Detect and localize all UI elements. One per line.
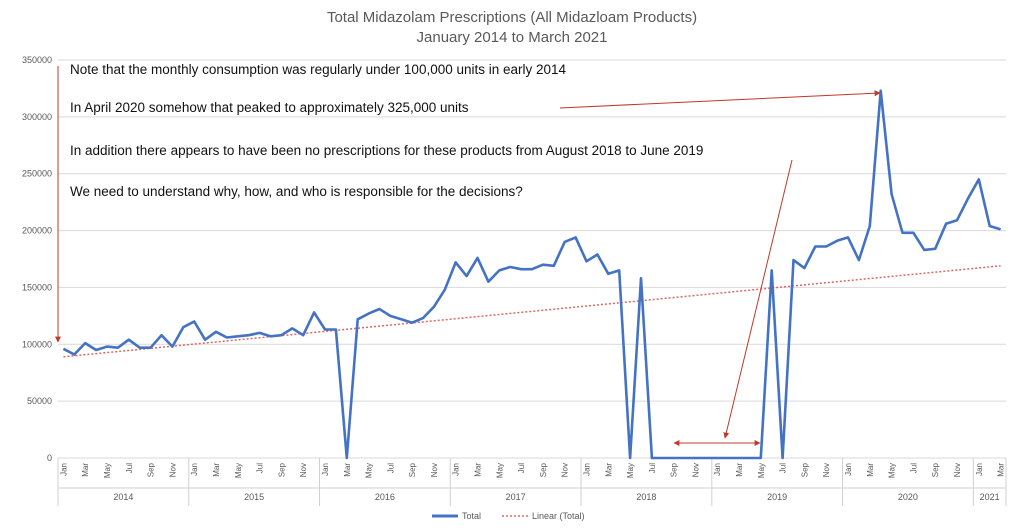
x-year-label: 2019 [767, 492, 787, 502]
x-tick-month: May [234, 463, 243, 478]
x-tick-month: Jul [648, 463, 657, 473]
arrow-gap-pointer [723, 159, 793, 439]
x-tick-month: Jan [452, 463, 461, 476]
x-tick-month: May [365, 463, 374, 478]
x-tick-month: May [757, 463, 766, 478]
x-tick-month: Sep [931, 462, 940, 477]
x-tick-month: Jan [713, 463, 722, 476]
chart-subtitle: January 2014 to March 2021 [417, 29, 608, 46]
x-year-label: 2020 [898, 492, 918, 502]
series-line-total [62, 89, 1001, 460]
x-tick-month: Mar [343, 463, 352, 477]
x-tick-month: Mar [866, 463, 875, 477]
x-tick-month: Nov [299, 463, 308, 477]
x-tick-month: Jan [975, 463, 984, 476]
y-tick-label: 150000 [22, 282, 52, 292]
series-line-linear-total [63, 265, 1001, 358]
x-tick-month: Nov [953, 463, 962, 477]
x-tick-month: May [495, 463, 504, 478]
x-tick-month: Jan [844, 463, 853, 476]
x-tick-month: Sep [408, 462, 417, 477]
gridlines [58, 59, 1006, 459]
x-tick-month: Sep [147, 462, 156, 477]
x-year-label: 2018 [636, 492, 656, 502]
x-tick-month: Jul [779, 463, 788, 473]
x-year-label: 2016 [375, 492, 395, 502]
annotation-note-1: Note that the monthly consumption was re… [70, 62, 567, 77]
x-tick-month: Mar [997, 463, 1006, 477]
x-year-label: 2015 [244, 492, 264, 502]
x-tick-month: Nov [168, 463, 177, 477]
x-tick-month: Mar [604, 463, 613, 477]
x-tick-month: Mar [81, 463, 90, 477]
x-tick-month: May [888, 463, 897, 478]
x-tick-month: Mar [735, 463, 744, 477]
x-tick-month: Jul [386, 463, 395, 473]
y-tick-label: 300000 [22, 112, 52, 122]
legend-label-total: Total [462, 511, 481, 521]
x-tick-month: Jul [125, 463, 134, 473]
x-year-label: 2021 [980, 492, 1000, 502]
y-tick-label: 350000 [22, 55, 52, 65]
y-tick-label: 0 [47, 453, 52, 463]
annotation-note-2: In April 2020 somehow that peaked to app… [70, 100, 469, 115]
chart-title: Total Midazolam Prescriptions (All Midaz… [327, 9, 697, 26]
x-tick-month: Mar [474, 463, 483, 477]
y-tick-label: 100000 [22, 339, 52, 349]
x-tick-month: Jul [256, 463, 265, 473]
x-tick-month: Nov [430, 463, 439, 477]
legend: Total Linear (Total) [432, 511, 585, 521]
annotation-note-4: We need to understand why, how, and who … [70, 184, 523, 199]
x-tick-month: Nov [691, 463, 700, 477]
x-tick-month: Jan [190, 463, 199, 476]
x-tick-month: May [103, 463, 112, 478]
x-tick-month: Jan [582, 463, 591, 476]
x-tick-month: Jan [59, 463, 68, 476]
axes: 0 50000 100000 150000 200000 250000 300000 3500… [22, 55, 1007, 506]
annotation-note-3: In addition there appears to have been n… [70, 143, 703, 158]
y-tick-label: 250000 [22, 169, 52, 179]
x-tick-month: Nov [822, 463, 831, 477]
x-tick-month: Sep [539, 462, 548, 477]
x-tick-month: Sep [277, 462, 286, 477]
y-tick-label: 50000 [27, 396, 52, 406]
x-tick-month: May [626, 463, 635, 478]
x-tick-month: Nov [561, 463, 570, 477]
x-tick-month: Jul [517, 463, 526, 473]
x-tick-month: Jan [321, 463, 330, 476]
x-year-label: 2014 [113, 492, 133, 502]
x-year-label: 2017 [506, 492, 526, 502]
y-tick-label: 200000 [22, 226, 52, 236]
annotations: Note that the monthly consumption was re… [55, 62, 881, 446]
x-tick-month: Sep [800, 462, 809, 477]
x-tick-month: Mar [212, 463, 221, 477]
x-tick-month: Sep [670, 462, 679, 477]
arrow-peak [559, 90, 881, 109]
series-layer [62, 89, 1001, 460]
x-tick-month: Jul [909, 463, 918, 473]
legend-label-linear: Linear (Total) [532, 511, 585, 521]
